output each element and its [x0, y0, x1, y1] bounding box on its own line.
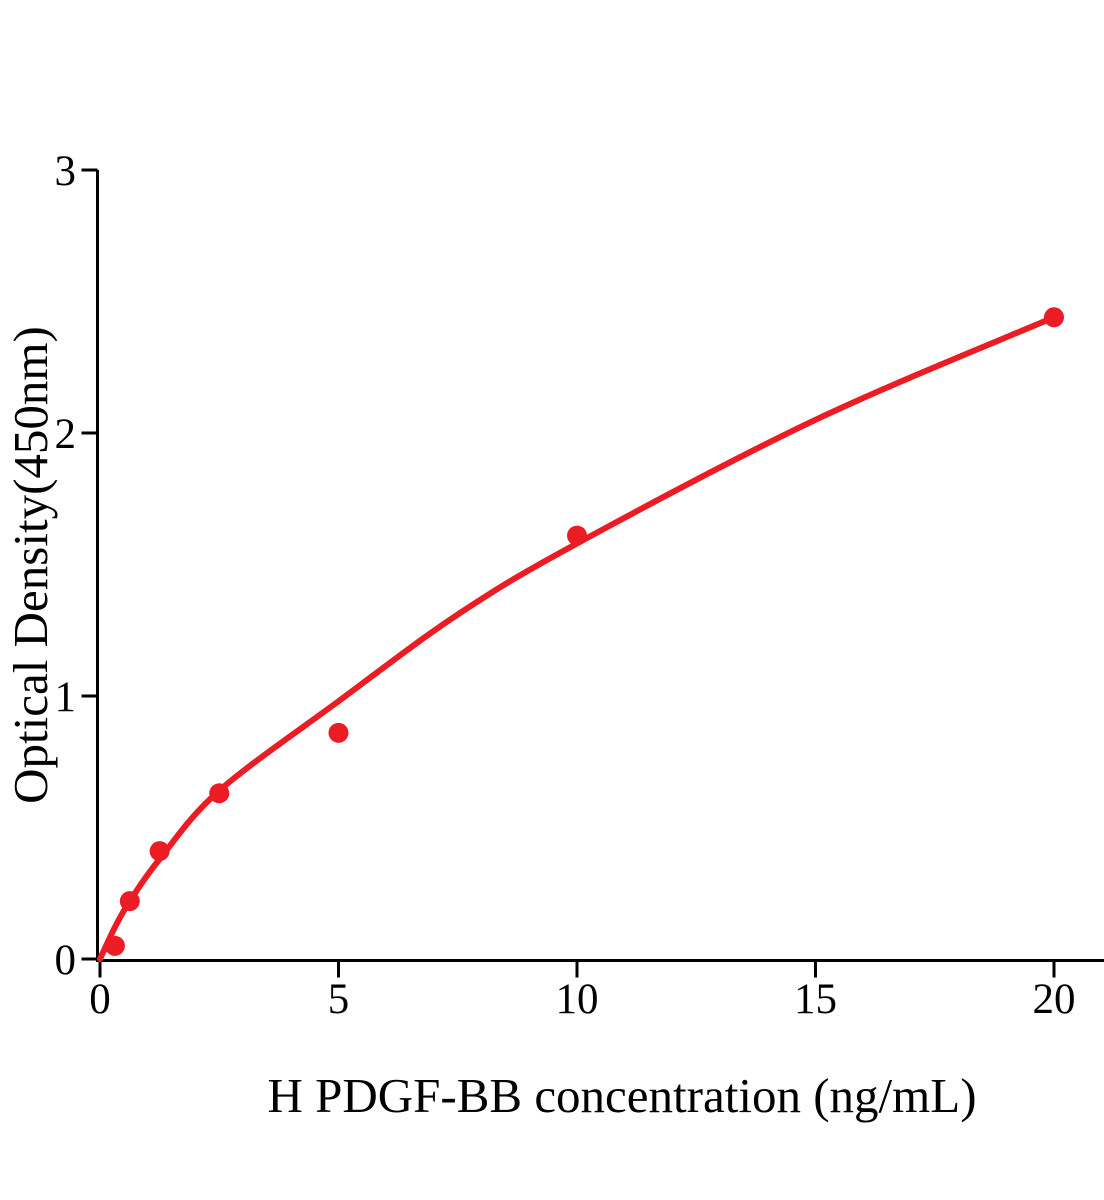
x-tick-label: 15: [794, 976, 837, 1023]
x-tick-label: 0: [89, 976, 111, 1023]
x-tick-label: 5: [328, 976, 350, 1023]
y-tick-label: 0: [55, 937, 77, 984]
data-point: [328, 722, 349, 743]
y-tick-label: 3: [55, 148, 77, 195]
x-tick-label: 20: [1033, 976, 1076, 1023]
x-tick-label: 10: [556, 976, 599, 1023]
y-tick-label: 1: [55, 674, 77, 721]
fit-curve: [97, 314, 1057, 962]
y-axis-title: Optical Density(450nm): [3, 326, 58, 804]
chart-plot-area: 0 5 10 15 20 0 1 2 3: [55, 148, 1104, 1023]
x-axis-title: H PDGF-BB concentration (ng/mL): [267, 1068, 976, 1123]
y-tick-label: 2: [55, 411, 77, 458]
